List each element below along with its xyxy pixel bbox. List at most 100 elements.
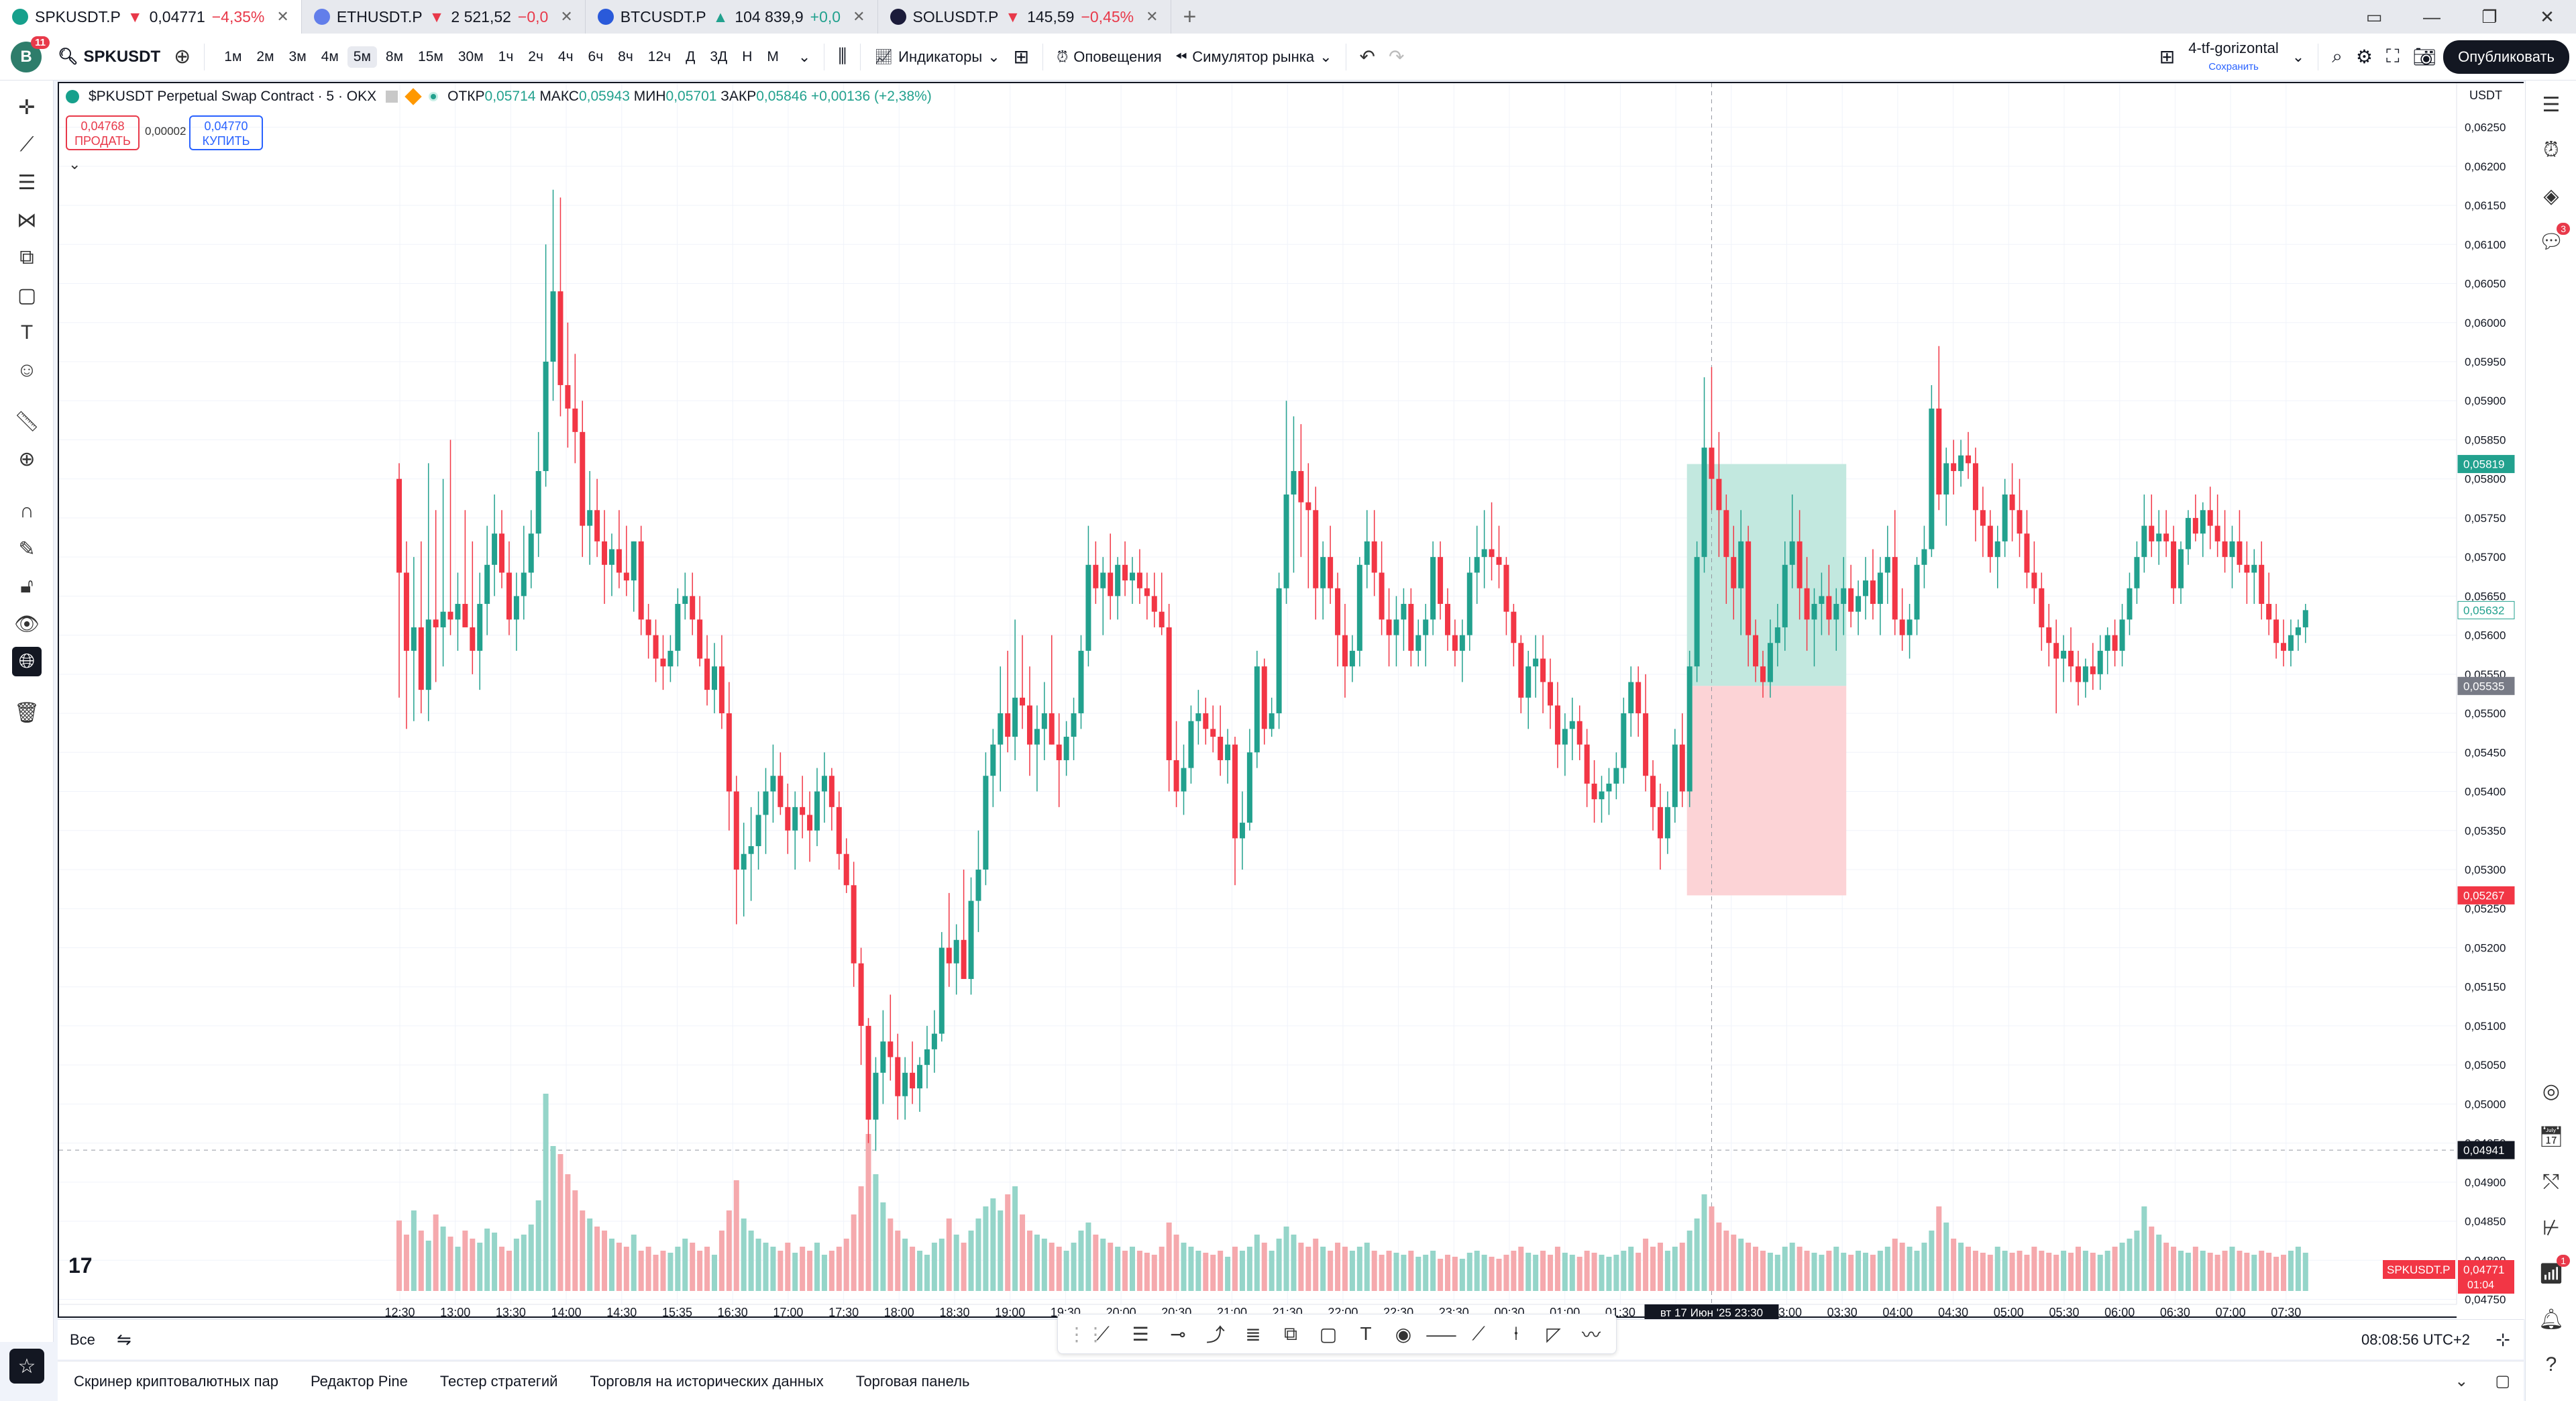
chevron-down-icon[interactable]: ⌄	[2292, 48, 2305, 65]
minimize-button[interactable]: —	[2423, 7, 2440, 27]
templates-icon[interactable]: ⊞	[1013, 46, 1030, 67]
interval-5м[interactable]: 5м	[347, 46, 377, 68]
target-icon[interactable]: ◎	[2542, 1080, 2561, 1102]
text-icon[interactable]: T	[1360, 1323, 1372, 1344]
tab-solusdt[interactable]: SOLUSDT.P ▼ 145,59 −0,45% ✕	[878, 0, 1171, 34]
interval-4м[interactable]: 4м	[321, 48, 339, 64]
circle-icon[interactable]: ◉	[1395, 1323, 1412, 1345]
drag-handle-icon[interactable]: ⋮⋮	[1067, 1323, 1105, 1345]
tab-strategy-tester[interactable]: Тестер стратегий	[439, 1372, 558, 1390]
path-icon[interactable]: ⤴	[1205, 1325, 1225, 1345]
maximize-button[interactable]: ❐	[2481, 7, 2498, 27]
zoom-icon[interactable]: ⊕	[18, 448, 36, 470]
close-tab-icon[interactable]: ✕	[1146, 8, 1159, 25]
trend-line-icon[interactable]: ⟋	[1096, 1322, 1110, 1344]
new-tab-button[interactable]: +	[1183, 3, 1197, 30]
interval-2ч[interactable]: 2ч	[528, 48, 543, 64]
interval-1ч[interactable]: 1ч	[498, 48, 514, 64]
interval-6ч[interactable]: 6ч	[588, 48, 604, 64]
publish-button[interactable]: Опубликовать	[2443, 40, 2569, 74]
clock[interactable]: 08:08:56 UTC+2	[2361, 1331, 2470, 1348]
settings-gear-icon[interactable]: ⚙	[2355, 46, 2373, 67]
chevron-down-icon[interactable]: ⌄	[798, 48, 811, 65]
fullscreen-icon[interactable]: ⛶	[2385, 46, 2400, 66]
ruler-icon[interactable]: 📏︎	[13, 410, 40, 433]
sell-button[interactable]: 0,04768 ПРОДАТЬ	[66, 115, 140, 150]
compare-add-icon[interactable]: ⊕	[174, 46, 191, 68]
user-avatar[interactable]: B 11	[11, 36, 50, 72]
close-tab-icon[interactable]: ✕	[853, 8, 865, 25]
alerts-button[interactable]: ⏰︎ Оповещения	[1050, 48, 1169, 66]
close-tab-icon[interactable]: ✕	[560, 8, 573, 25]
tab-spkusdt[interactable]: SPKUSDT.P ▼ 0,04771 −4,35% ✕	[0, 0, 302, 34]
tab-replay-trading[interactable]: Торговля на исторических данных	[590, 1372, 824, 1390]
tradingview-logo-icon[interactable]: 17	[68, 1253, 93, 1278]
interval-3м[interactable]: 3м	[288, 48, 307, 64]
trash-icon[interactable]: 🗑︎	[13, 701, 40, 724]
chart-settings-icon[interactable]: ⊹	[2496, 1329, 2510, 1349]
calendar-icon[interactable]: 📅︎	[2538, 1125, 2565, 1148]
chart-canvas[interactable]: 0,06250 0,06200 0,06150 0,06100 0,06050 0,060…	[59, 83, 2525, 1319]
date-range-icon[interactable]: ⇋	[116, 1329, 131, 1349]
interval-8м[interactable]: 8м	[385, 48, 404, 64]
collapse-legend-icon[interactable]: ⌄	[68, 156, 81, 172]
tab-crypto-screener[interactable]: Скринер криптовалютных пар	[74, 1372, 278, 1390]
buy-button[interactable]: 0,04770 КУПИТЬ	[189, 115, 263, 150]
interval-4ч[interactable]: 4ч	[557, 48, 574, 64]
interval-3Д[interactable]: 3Д	[710, 48, 728, 64]
magnet-icon[interactable]: ∩	[19, 500, 34, 522]
indicators-button[interactable]: 📈︎ Индикаторы ⌄	[867, 48, 1006, 66]
zigzag-icon[interactable]: 〰	[1581, 1325, 1601, 1345]
interval-30м[interactable]: 30м	[458, 48, 484, 64]
maximize-panel-icon[interactable]: ▢	[2495, 1372, 2510, 1390]
interval-12ч[interactable]: 12ч	[647, 48, 672, 64]
fib-channel-icon[interactable]: ⧉	[1284, 1322, 1297, 1344]
fib-retracement-icon[interactable]: ≣	[1245, 1323, 1261, 1345]
interval-2м[interactable]: 2м	[256, 48, 274, 64]
timeframe-all-button[interactable]: Все	[70, 1331, 95, 1348]
tab-btcusdt[interactable]: BTCUSDT.P ▲ 104 839,9 +0,0 ✕	[586, 0, 878, 34]
rectangle-icon[interactable]: ▢	[1319, 1323, 1338, 1345]
gann-fan-icon[interactable]: ◸	[1546, 1323, 1561, 1345]
chart-pane[interactable]: 0,06250 0,06200 0,06150 0,06100 0,06050 0,060…	[58, 82, 2525, 1319]
vertical-line-icon[interactable]: ⍿	[1513, 1322, 1519, 1344]
horizontal-ray-icon[interactable]: ⊸	[1170, 1323, 1186, 1345]
tab-trading-panel[interactable]: Торговая панель	[855, 1372, 970, 1390]
candles-style-icon[interactable]: ⫼	[838, 46, 847, 66]
lock-icon[interactable]: 🔓︎	[20, 575, 34, 597]
interval-15м[interactable]: 15м	[418, 48, 443, 64]
layout-name-button[interactable]: 4-tf-gorizontal Сохранить	[2182, 40, 2286, 73]
ideas-icon[interactable]: ⤲	[2543, 1171, 2559, 1193]
chart-title[interactable]: $PKUSDT Perpetual Swap Contract · 5 · OK…	[89, 89, 377, 104]
redo-icon[interactable]: ↷	[1388, 46, 1405, 67]
interval-8ч[interactable]: 8ч	[618, 48, 633, 64]
layers-icon[interactable]: ◈	[2543, 185, 2559, 207]
crosshair-icon[interactable]: ✛	[18, 96, 36, 119]
shapes-icon[interactable]: ▢	[17, 284, 37, 307]
fork-icon[interactable]: ⊬	[2542, 1216, 2561, 1239]
cast-icon[interactable]: ▭	[2365, 7, 2383, 27]
alerts-icon[interactable]: ⏰︎	[2543, 139, 2559, 161]
signal-icon[interactable]: 📶︎ 1	[2536, 1255, 2570, 1288]
fib-icon[interactable]: ☰	[17, 171, 36, 194]
eye-icon[interactable]: 👁︎	[13, 613, 40, 635]
layout-grid-icon[interactable]: ⊞	[2159, 46, 2176, 67]
tab-ethusdt[interactable]: ETHUSDT.P ▼ 2 521,52 −0,0 ✕	[302, 0, 586, 34]
favorites-star-icon[interactable]: ☆	[9, 1349, 44, 1384]
text-icon[interactable]: T	[20, 321, 34, 344]
interval-Н[interactable]: Н	[742, 48, 753, 64]
emoji-icon[interactable]: ☺	[16, 359, 38, 381]
close-tab-icon[interactable]: ✕	[276, 8, 289, 25]
trend-line-icon[interactable]: ⟋	[19, 134, 34, 156]
interval-1м[interactable]: 1м	[224, 48, 242, 64]
lock-drawings-icon[interactable]: ✎	[18, 537, 36, 560]
quick-search-icon[interactable]: ⌕	[2332, 46, 2343, 66]
interval-Д[interactable]: Д	[686, 48, 696, 64]
parallel-channel-icon[interactable]: ☰	[1132, 1323, 1149, 1345]
forecast-icon[interactable]: ⧉	[19, 246, 34, 268]
symbol-search[interactable]: 🔍︎ SPKUSDT	[51, 47, 167, 66]
horizontal-line-icon[interactable]: ⸺	[1426, 1325, 1457, 1345]
camera-icon[interactable]: 📷︎	[2412, 46, 2437, 67]
collapse-panel-icon[interactable]: ⌄	[2455, 1372, 2469, 1390]
flag-icon[interactable]	[386, 91, 398, 103]
